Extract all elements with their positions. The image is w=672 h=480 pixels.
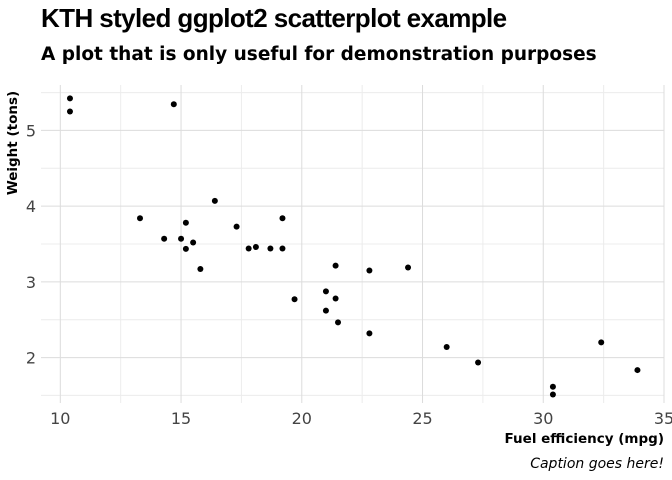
data-point <box>443 343 450 350</box>
x-axis-label: Fuel efficiency (mpg) <box>505 431 665 447</box>
data-point <box>598 339 605 346</box>
data-point <box>549 391 556 398</box>
data-point <box>366 330 373 337</box>
x-tick-label: 25 <box>412 409 432 428</box>
y-axis-label: Weight (tons) <box>5 91 21 195</box>
data-point <box>66 95 73 102</box>
data-point <box>267 245 274 252</box>
data-point <box>233 223 240 230</box>
x-tick-label: 15 <box>171 409 191 428</box>
data-point <box>182 219 189 226</box>
x-tick-label: 35 <box>654 409 672 428</box>
data-point <box>161 235 168 242</box>
data-points <box>66 95 641 398</box>
data-point <box>322 307 329 314</box>
x-tick-label: 10 <box>50 409 70 428</box>
y-axis-tick-labels: 2 3 4 5 <box>26 121 36 367</box>
data-point <box>137 215 144 222</box>
data-point <box>190 239 197 246</box>
data-point <box>475 359 482 366</box>
x-axis-tick-labels: 10 15 20 25 30 35 <box>50 409 672 428</box>
chart-subtitle: A plot that is only useful for demonstra… <box>41 44 597 65</box>
y-tick-label: 4 <box>26 197 36 216</box>
data-point <box>405 264 412 271</box>
data-point <box>252 244 259 251</box>
x-tick-label: 30 <box>533 409 553 428</box>
data-point <box>66 108 73 115</box>
y-tick-label: 2 <box>26 349 36 368</box>
data-point <box>197 265 204 272</box>
data-point <box>332 262 339 269</box>
major-gridlines <box>41 85 665 403</box>
data-point <box>178 235 185 242</box>
data-point <box>634 367 641 374</box>
data-point <box>291 296 298 303</box>
data-point <box>366 267 373 274</box>
data-point <box>245 245 252 252</box>
y-tick-label: 3 <box>26 273 36 292</box>
data-point <box>322 288 329 295</box>
data-point <box>211 197 218 204</box>
data-point <box>182 245 189 252</box>
chart-title: KTH styled ggplot2 scatterplot example <box>41 3 507 33</box>
data-point <box>279 215 286 222</box>
y-tick-label: 5 <box>26 121 36 140</box>
data-point <box>335 319 342 326</box>
data-point <box>332 295 339 302</box>
chart-caption: Caption goes here! <box>530 456 664 472</box>
data-point <box>170 101 177 108</box>
data-point <box>279 245 286 252</box>
minor-gridlines <box>41 85 664 403</box>
data-point <box>549 383 556 390</box>
x-tick-label: 20 <box>292 409 312 428</box>
